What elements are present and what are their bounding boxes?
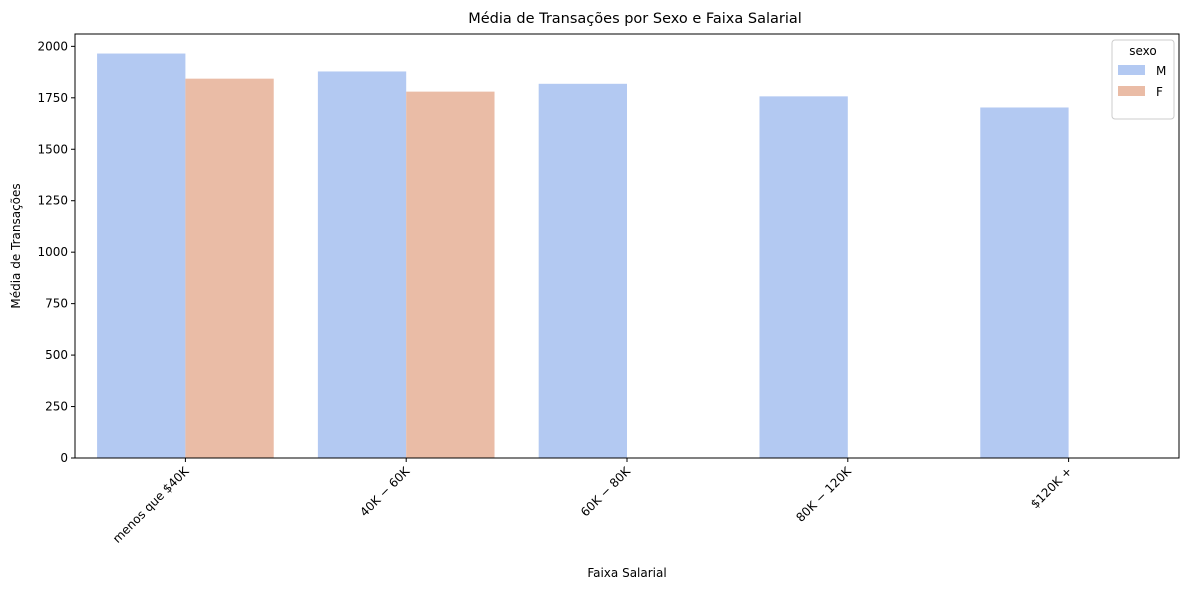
chart-title: Média de Transações por Sexo e Faixa Sal… [468, 11, 802, 27]
y-tick-label: 750 [45, 297, 68, 311]
x-tick-label: menos que $40K [110, 463, 192, 545]
bar-f-0 [185, 78, 274, 459]
legend-title: sexo [1129, 44, 1157, 58]
y-tick-label: 250 [45, 400, 68, 414]
legend-swatch-m [1118, 65, 1145, 75]
bar-m-2 [538, 83, 627, 459]
y-tick-label: 1250 [37, 194, 68, 208]
legend-box [1111, 39, 1175, 120]
bars-group [97, 53, 1069, 459]
bar-m-0 [97, 53, 186, 458]
bar-m-1 [317, 71, 407, 458]
y-tick-label: 1000 [37, 245, 68, 259]
y-axis-title: Média de Transações [9, 183, 23, 308]
legend: sexo MF [1111, 39, 1175, 120]
x-tick-label: 40K − 60K [357, 463, 413, 519]
y-tick-label: 500 [45, 348, 68, 362]
x-tick-label: 60K − 80K [578, 463, 634, 519]
legend-swatch-f [1118, 86, 1145, 96]
y-tick-label: 1750 [37, 91, 68, 105]
x-tick-label: $120K + [1028, 464, 1075, 511]
bar-m-4 [980, 107, 1069, 458]
legend-label-m: M [1156, 64, 1166, 78]
y-tick-label: 1500 [37, 142, 68, 156]
x-tick-label: 80K − 120K [793, 463, 854, 524]
bar-f-1 [406, 91, 495, 458]
y-tick-label: 0 [60, 451, 68, 465]
y-tick-label: 2000 [37, 39, 68, 53]
legend-label-f: F [1156, 85, 1163, 99]
x-axis-title: Faixa Salarial [587, 566, 666, 580]
bar-m-3 [759, 96, 848, 458]
